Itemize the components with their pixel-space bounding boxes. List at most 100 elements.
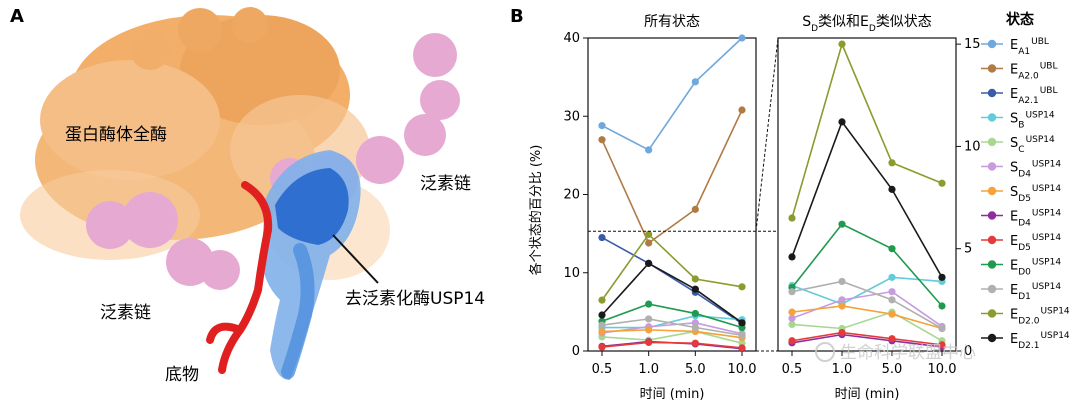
substrate-chain <box>206 181 273 374</box>
legend-label: ED2.0USP14 <box>1010 307 1070 327</box>
ubiquitin-label-right: 泛素链 <box>420 174 471 194</box>
data-point <box>691 309 699 318</box>
legend-label: EA2.0UBL <box>1010 62 1057 82</box>
legend-swatch-dot <box>987 260 997 269</box>
data-point <box>938 341 946 349</box>
panel-b: B 所有状态 0 10 20 30 40 0.5 1.0 5.0 10.0 时间 (min) 各… <box>500 0 1080 404</box>
data-point <box>738 283 746 291</box>
legend-label: SCUSP14 <box>1010 135 1055 155</box>
data-point <box>788 320 796 329</box>
legend-label: EA1UBL <box>1010 37 1049 57</box>
data-point <box>938 273 946 281</box>
data-point <box>788 214 796 222</box>
legend-label: ED4USP14 <box>1010 209 1061 229</box>
legend-label: EA2.1UBL <box>1010 86 1057 106</box>
substrate-label: 底物 <box>165 365 199 385</box>
legend-swatch-dot <box>987 284 997 294</box>
legend-swatch-dot <box>987 186 997 196</box>
data-point <box>598 136 606 144</box>
chart1-title: 所有状态 <box>644 14 700 30</box>
legend-label: ED5USP14 <box>1010 233 1061 253</box>
data-point <box>888 288 896 296</box>
series-line <box>601 262 743 324</box>
data-point <box>788 337 796 345</box>
data-point <box>888 159 896 167</box>
series-line <box>601 341 743 349</box>
data-point <box>738 344 746 352</box>
x-tick-label: 1.0 <box>638 362 659 377</box>
x-tick-label: 10.0 <box>728 362 757 377</box>
chart2-title-e-sub: D <box>869 24 876 34</box>
legend-label: SD5USP14 <box>1010 184 1061 204</box>
data-point <box>888 185 896 193</box>
data-point <box>838 220 846 228</box>
data-point <box>938 179 946 187</box>
y-tick-label: 10 <box>964 139 981 154</box>
data-point <box>691 285 699 293</box>
x-tick-label: 0.5 <box>782 362 803 377</box>
series-line <box>601 303 743 329</box>
data-point <box>838 328 846 337</box>
x-tick-label: 10.0 <box>928 362 957 377</box>
series-line <box>791 311 943 342</box>
legend-swatch-dot <box>987 162 997 171</box>
data-point <box>788 308 796 316</box>
data-point <box>788 314 796 322</box>
data-point <box>838 40 846 48</box>
legend-swatch-dot <box>987 137 997 147</box>
series-line <box>601 233 743 301</box>
watermark-text: 生命科学联盟中心 <box>840 343 976 363</box>
data-point <box>691 275 699 283</box>
chart2-title: SD类似和ED类似状态 <box>802 14 932 34</box>
legend: EA1UBL EA2.0UBL EA2.1UBL SBUSP14 SCUSP14 SD4U… <box>981 37 1070 351</box>
plot-frame <box>777 37 957 352</box>
data-point <box>691 205 699 213</box>
series-line <box>602 314 743 329</box>
chart1-ylabel: 各个状态的百分比 (%) <box>528 145 544 276</box>
data-point <box>938 324 946 333</box>
data-point <box>598 343 606 351</box>
y-tick-label: 0 <box>572 344 580 359</box>
plot-frame <box>587 37 757 352</box>
data-point <box>838 118 846 126</box>
y-tick-label: 0 <box>964 344 972 359</box>
x-tick-label: 5.0 <box>882 362 903 377</box>
legend-swatch-dot <box>987 39 997 49</box>
chart2-title-e: E <box>860 14 869 30</box>
chart2-title-s-sub: D <box>811 24 818 34</box>
zoom-connector-bottom <box>755 37 779 232</box>
data-point <box>738 34 746 42</box>
series-line <box>601 37 743 151</box>
data-point <box>645 300 653 308</box>
watermark: 生命科学联盟中心 <box>815 342 976 363</box>
x-tick-label: 5.0 <box>685 362 706 377</box>
chart-all-states: 0 10 20 30 40 0.5 1.0 5.0 10.0 <box>563 31 757 377</box>
data-point <box>691 323 699 332</box>
proteasome-label: 蛋白酶体全酶 <box>65 125 167 145</box>
data-point <box>645 146 653 154</box>
y-tick-label: 10 <box>563 266 580 281</box>
legend-label: ED0USP14 <box>1010 258 1061 278</box>
data-point <box>738 319 746 327</box>
usp14-pointer <box>332 234 379 284</box>
chart2-title-end: 类似状态 <box>876 14 932 30</box>
panel-a: A <box>0 0 520 404</box>
data-point <box>691 78 699 86</box>
legend-swatch-dot <box>987 113 997 122</box>
y-tick-label: 40 <box>563 31 580 46</box>
legend-label: ED2.1USP14 <box>1010 331 1070 351</box>
chart2-title-s: S <box>802 14 811 30</box>
legend-swatch-dot <box>987 333 997 343</box>
chart2-title-mid: 类似和 <box>818 14 860 30</box>
legend-title: 状态 <box>1006 11 1034 28</box>
legend-swatch-dot <box>987 211 997 220</box>
chart2-xlabel: 时间 (min) <box>835 387 900 402</box>
series-line <box>601 330 743 344</box>
series-line <box>791 280 943 330</box>
legend-label: SD4USP14 <box>1010 160 1061 180</box>
x-tick-label: 0.5 <box>592 362 613 377</box>
ubiquitin-chain-left <box>86 192 240 290</box>
data-point <box>645 259 653 267</box>
data-point <box>598 296 606 304</box>
data-point <box>691 339 699 347</box>
